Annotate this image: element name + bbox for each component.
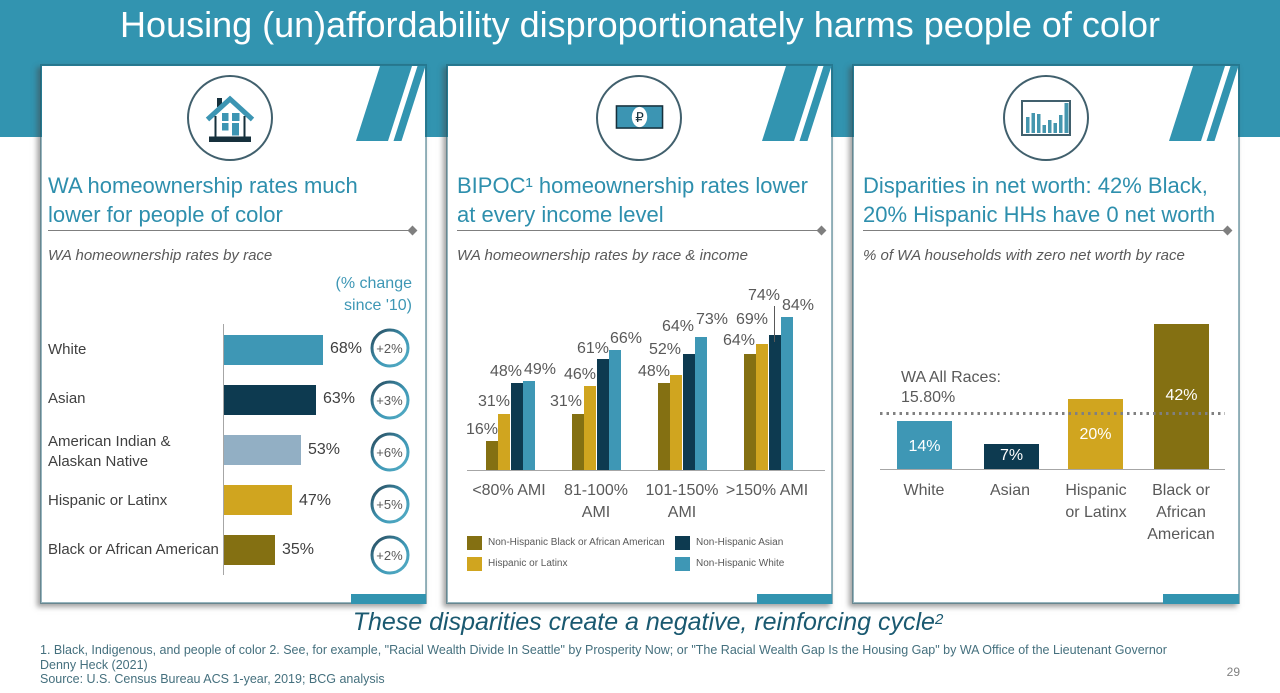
svg-text:₽: ₽: [635, 110, 644, 125]
